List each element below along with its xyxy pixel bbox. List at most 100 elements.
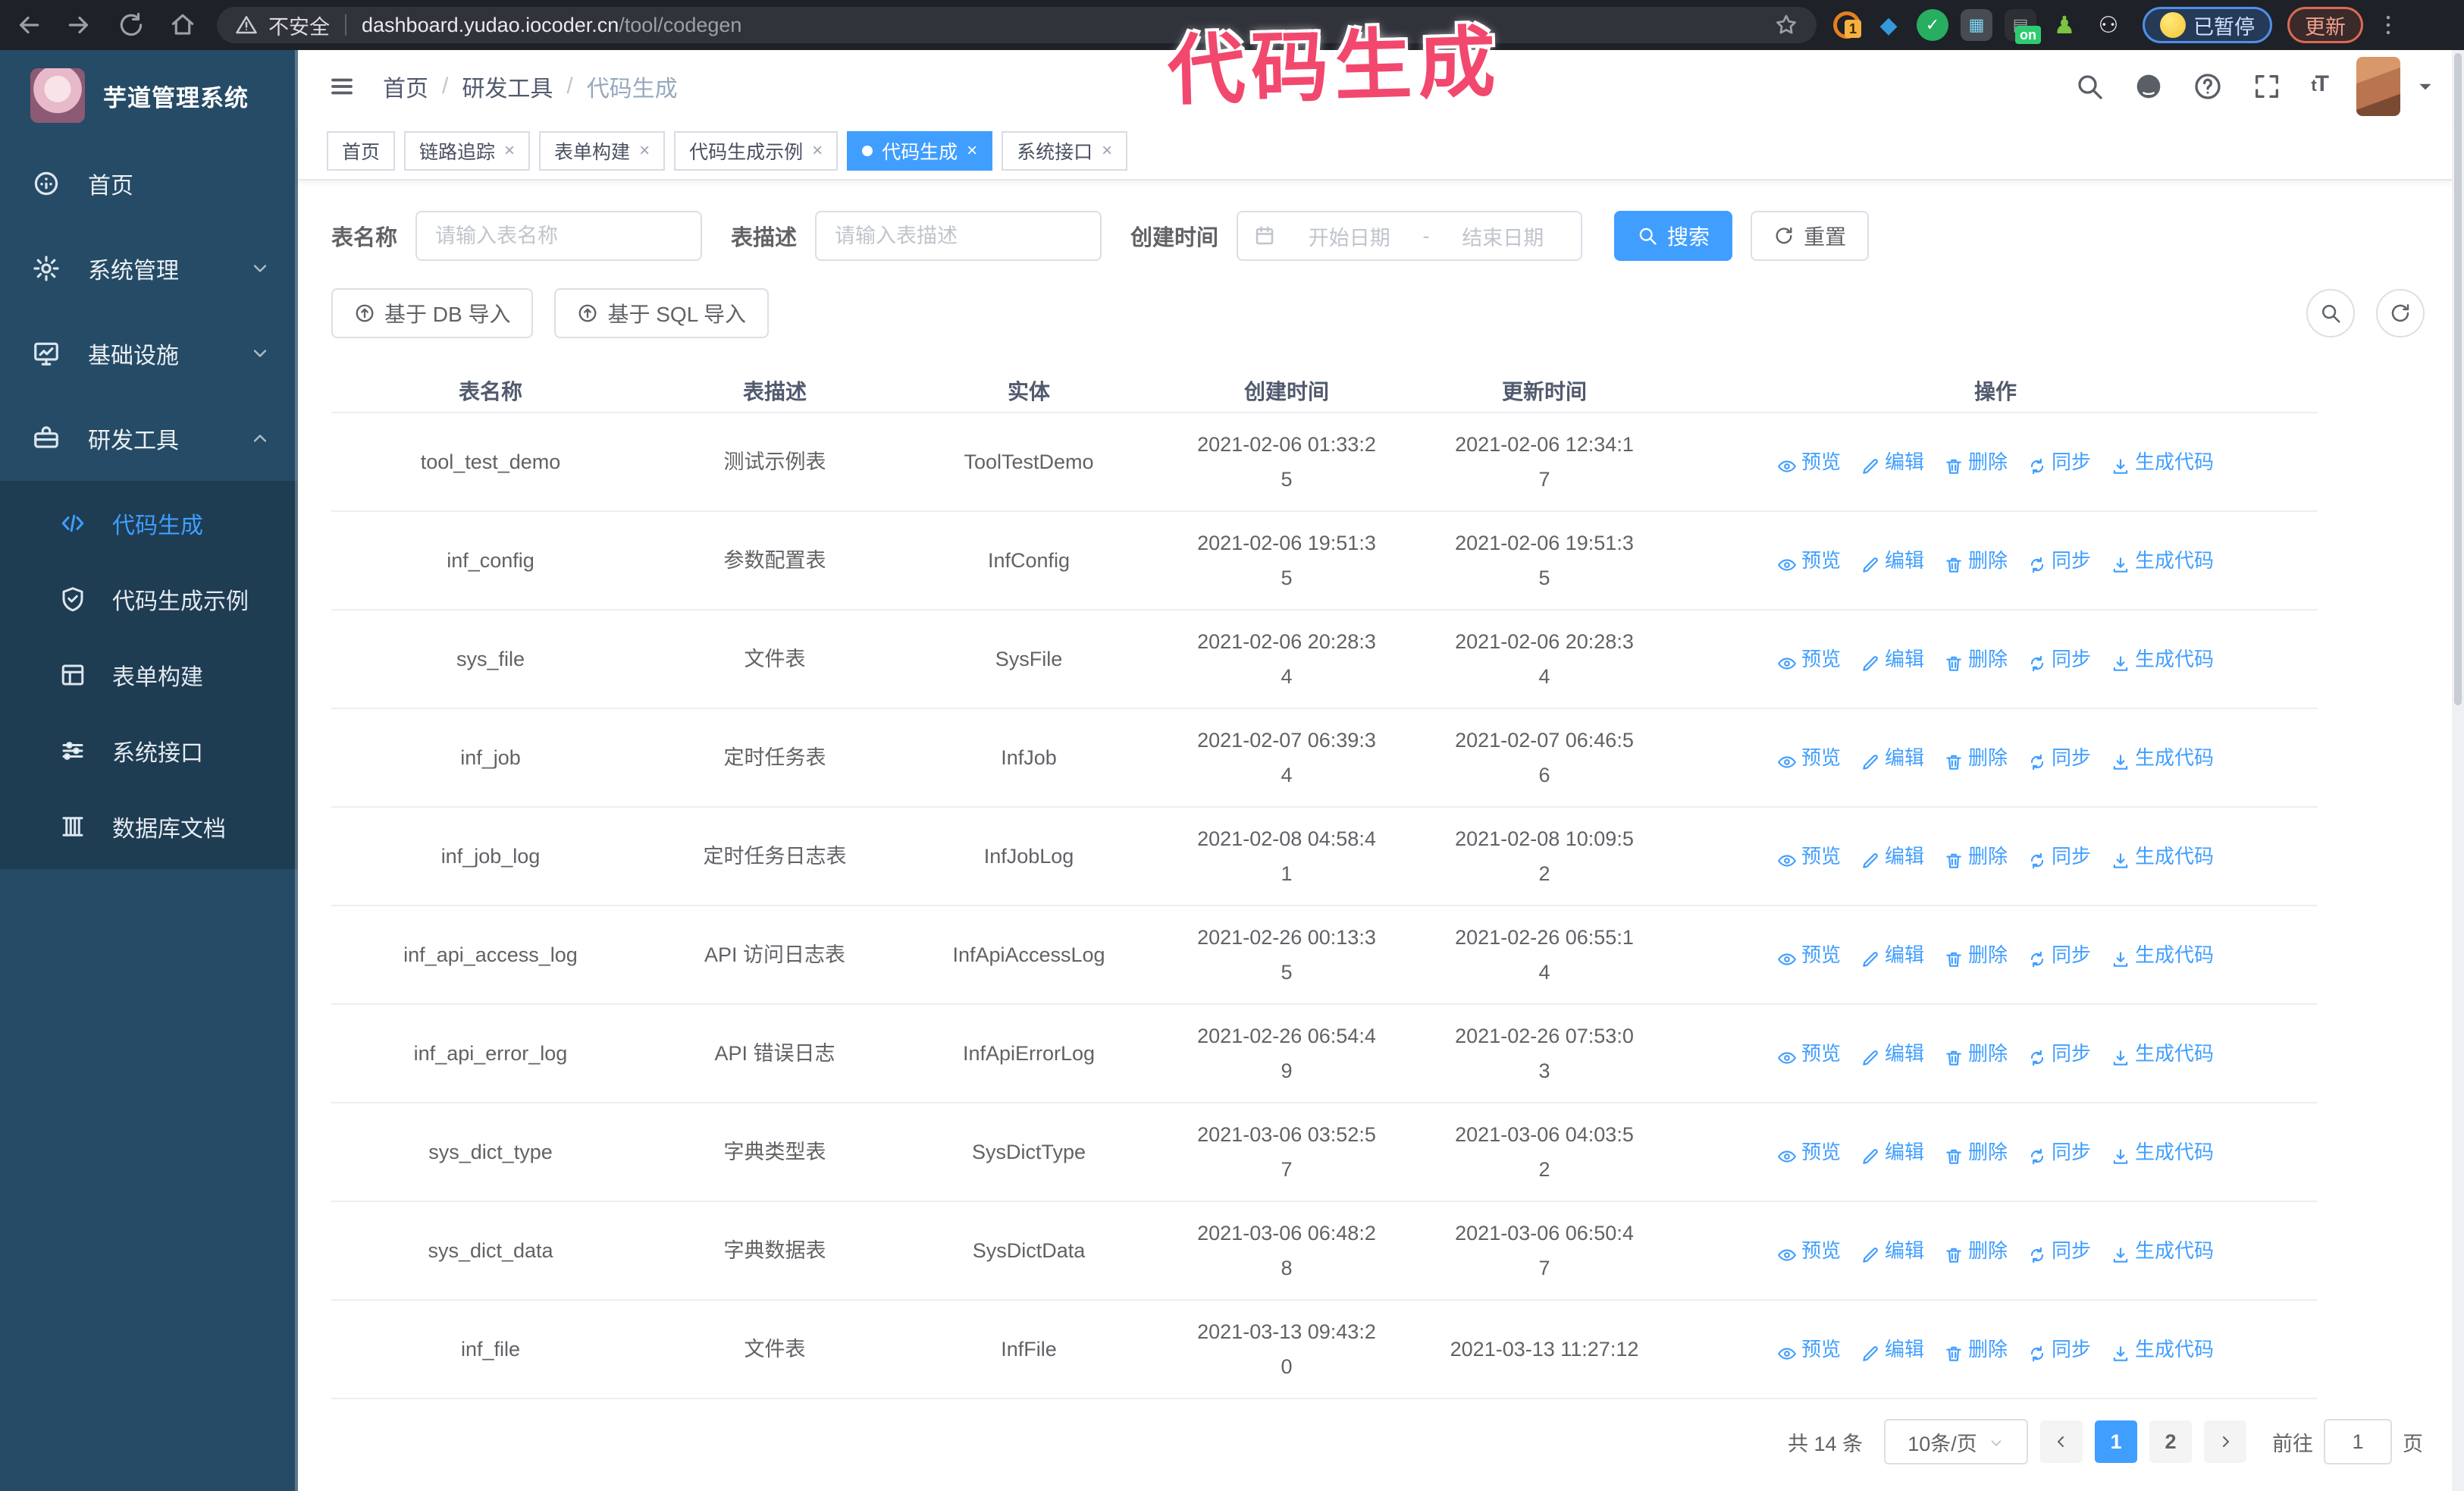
action-pencil[interactable]: 编辑 xyxy=(1861,740,1924,775)
create-time-range-picker[interactable]: 开始日期 - 结束日期 xyxy=(1237,211,1583,261)
breadcrumb-home[interactable]: 首页 xyxy=(383,77,428,102)
page-number-button[interactable]: 2 xyxy=(2149,1420,2192,1463)
next-page-button[interactable] xyxy=(2204,1420,2246,1463)
action-download[interactable]: 生成代码 xyxy=(2111,1036,2214,1071)
action-sync[interactable]: 同步 xyxy=(2027,1233,2091,1268)
browser-home-icon[interactable] xyxy=(168,11,197,39)
action-download[interactable]: 生成代码 xyxy=(2111,937,2214,972)
page-scrollbar[interactable] xyxy=(2452,50,2464,1491)
sidebar-item-dashboard[interactable]: 首页 xyxy=(0,141,298,226)
sidebar-subitem-shield[interactable]: 代码生成示例 xyxy=(0,561,298,637)
browser-update-button[interactable]: 更新 xyxy=(2287,7,2363,43)
action-download[interactable]: 生成代码 xyxy=(2111,740,2214,775)
action-sync[interactable]: 同步 xyxy=(2027,839,2091,874)
table-name-input[interactable] xyxy=(415,211,703,261)
action-pencil[interactable]: 编辑 xyxy=(1861,543,1924,578)
action-download[interactable]: 生成代码 xyxy=(2111,1135,2214,1169)
bookmark-star-icon[interactable] xyxy=(1774,13,1798,37)
action-trash[interactable]: 删除 xyxy=(1944,1135,2008,1169)
action-trash[interactable]: 删除 xyxy=(1944,839,2008,874)
page-number-button[interactable]: 1 xyxy=(2095,1420,2137,1463)
reset-button[interactable]: 重置 xyxy=(1751,211,1870,261)
action-eye[interactable]: 预览 xyxy=(1777,444,1841,479)
tab-close-icon[interactable]: × xyxy=(967,140,978,161)
action-trash[interactable]: 删除 xyxy=(1944,1233,2008,1268)
action-eye[interactable]: 预览 xyxy=(1777,1233,1841,1268)
action-eye[interactable]: 预览 xyxy=(1777,543,1841,578)
action-sync[interactable]: 同步 xyxy=(2027,740,2091,775)
action-sync[interactable]: 同步 xyxy=(2027,1135,2091,1169)
browser-forward-icon[interactable] xyxy=(65,11,94,39)
toggle-search-button[interactable] xyxy=(2306,289,2355,337)
extension-icon[interactable]: ✓ xyxy=(1917,9,1948,41)
sidebar-item-toolbox[interactable]: 研发工具 xyxy=(0,396,298,481)
action-trash[interactable]: 删除 xyxy=(1944,543,2008,578)
action-eye[interactable]: 预览 xyxy=(1777,839,1841,874)
action-eye[interactable]: 预览 xyxy=(1777,1332,1841,1367)
action-sync[interactable]: 同步 xyxy=(2027,937,2091,972)
action-sync[interactable]: 同步 xyxy=(2027,642,2091,676)
action-sync[interactable]: 同步 xyxy=(2027,1036,2091,1071)
breadcrumb-dev-tools[interactable]: 研发工具 xyxy=(462,77,553,102)
tab-close-icon[interactable]: × xyxy=(1102,140,1113,161)
search-button[interactable]: 搜索 xyxy=(1614,211,1733,261)
sidebar-item-monitor[interactable]: 基础设施 xyxy=(0,311,298,396)
action-eye[interactable]: 预览 xyxy=(1777,1036,1841,1071)
action-pencil[interactable]: 编辑 xyxy=(1861,1036,1924,1071)
action-pencil[interactable]: 编辑 xyxy=(1861,1135,1924,1169)
action-download[interactable]: 生成代码 xyxy=(2111,1332,2214,1367)
action-pencil[interactable]: 编辑 xyxy=(1861,839,1924,874)
sidebar-subitem-database[interactable]: 数据库文档 xyxy=(0,789,298,865)
action-download[interactable]: 生成代码 xyxy=(2111,1233,2214,1268)
page-size-select[interactable]: 10条/页 xyxy=(1884,1419,2028,1464)
sidebar-subitem-code[interactable]: 代码生成 xyxy=(0,485,298,561)
action-download[interactable]: 生成代码 xyxy=(2111,444,2214,479)
action-pencil[interactable]: 编辑 xyxy=(1861,1233,1924,1268)
action-download[interactable]: 生成代码 xyxy=(2111,543,2214,578)
page-tab[interactable]: 系统接口 × xyxy=(1002,131,1128,171)
action-sync[interactable]: 同步 xyxy=(2027,444,2091,479)
import-db-button[interactable]: 基于 DB 导入 xyxy=(331,288,534,338)
action-trash[interactable]: 删除 xyxy=(1944,642,2008,676)
tab-close-icon[interactable]: × xyxy=(639,140,650,161)
action-eye[interactable]: 预览 xyxy=(1777,937,1841,972)
goto-page-input[interactable] xyxy=(2324,1419,2392,1464)
sidebar-subitem-sliders[interactable]: 系统接口 xyxy=(0,713,298,789)
action-download[interactable]: 生成代码 xyxy=(2111,839,2214,874)
action-pencil[interactable]: 编辑 xyxy=(1861,937,1924,972)
page-tab[interactable]: 代码生成 × xyxy=(847,131,993,171)
user-avatar[interactable] xyxy=(2356,57,2400,116)
tab-close-icon[interactable]: × xyxy=(504,140,516,161)
action-sync[interactable]: 同步 xyxy=(2027,543,2091,578)
table-desc-input[interactable] xyxy=(815,211,1102,261)
action-eye[interactable]: 预览 xyxy=(1777,1135,1841,1169)
help-icon[interactable] xyxy=(2193,71,2223,102)
action-trash[interactable]: 删除 xyxy=(1944,444,2008,479)
font-size-icon[interactable]: tT xyxy=(2311,71,2329,96)
action-pencil[interactable]: 编辑 xyxy=(1861,642,1924,676)
app-logo-row[interactable]: 芋道管理系统 xyxy=(0,50,298,141)
extension-icon[interactable]: ◆ xyxy=(1879,12,1898,38)
page-tab[interactable]: 表单构建 × xyxy=(539,131,666,171)
import-sql-button[interactable]: 基于 SQL 导入 xyxy=(554,288,770,338)
page-tab[interactable]: 链路追踪 × xyxy=(404,131,531,171)
scrollbar-thumb[interactable] xyxy=(2454,53,2462,705)
extension-icon[interactable]: ♟ xyxy=(2053,11,2076,39)
fullscreen-icon[interactable] xyxy=(2252,71,2282,102)
action-trash[interactable]: 删除 xyxy=(1944,740,2008,775)
browser-menu-icon[interactable] xyxy=(2375,12,2401,38)
address-bar[interactable]: 不安全 dashboard.yudao.iocoder.cn/tool/code… xyxy=(217,7,1817,43)
action-pencil[interactable]: 编辑 xyxy=(1861,1332,1924,1367)
action-trash[interactable]: 删除 xyxy=(1944,937,2008,972)
browser-back-icon[interactable] xyxy=(14,11,42,39)
action-eye[interactable]: 预览 xyxy=(1777,642,1841,676)
refresh-table-button[interactable] xyxy=(2376,289,2425,337)
action-sync[interactable]: 同步 xyxy=(2027,1332,2091,1367)
browser-reload-icon[interactable] xyxy=(117,11,146,39)
avatar-caret-down-icon[interactable] xyxy=(2415,77,2435,96)
action-trash[interactable]: 删除 xyxy=(1944,1332,2008,1367)
github-icon[interactable] xyxy=(2133,71,2164,102)
prev-page-button[interactable] xyxy=(2040,1420,2083,1463)
sidebar-item-gear[interactable]: 系统管理 xyxy=(0,226,298,311)
action-pencil[interactable]: 编辑 xyxy=(1861,444,1924,479)
